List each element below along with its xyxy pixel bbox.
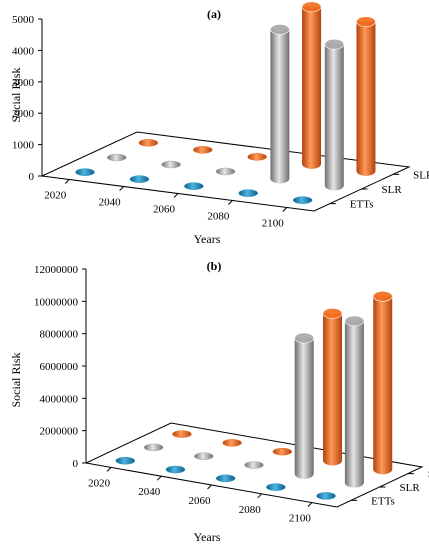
x-tick-label: 2100 (262, 218, 285, 230)
bar-top (356, 16, 376, 27)
bar-cylinder-slr (344, 315, 365, 488)
bar-cylinder-slr-etts (301, 1, 322, 169)
bar-body (356, 21, 376, 176)
depth-label: SLR+ETTs (413, 169, 429, 181)
x-tick-label: 2020 (88, 477, 111, 489)
bar-cylinder-slr (294, 332, 315, 479)
x-tick-label: 2080 (239, 504, 262, 516)
bar-top (372, 290, 393, 302)
depth-label: ETTs (371, 495, 395, 507)
bar-cylinder-slr-etts (356, 16, 376, 176)
bar-disc-etts (215, 474, 236, 483)
bar-body (294, 338, 314, 479)
x-tick-label: 2060 (153, 204, 176, 216)
bar-top (322, 308, 343, 319)
x-tick-label: 2100 (289, 513, 312, 525)
y-axis-title: Social Risk (9, 67, 23, 122)
depth-label: SLR (382, 184, 403, 196)
y-tick-label: 4000 (12, 45, 35, 57)
y-tick-label: 1000 (12, 140, 35, 152)
chart-a: (a) 0 1000 2000 3000 4000 5000 Social Risk Years… (9, 1, 429, 246)
bar-cylinder-slr-etts (372, 290, 393, 475)
x-tick-mark (282, 207, 288, 212)
y-tick-label: 8000000 (40, 329, 79, 341)
bar-disc-slr-etts (138, 139, 159, 147)
x-tick-mark (156, 475, 162, 481)
y-tick-label: 5000 (12, 14, 35, 26)
bar-disc-slr-etts (172, 430, 192, 438)
bar-disc-slr (143, 443, 164, 452)
x-tick-mark (228, 200, 233, 205)
bar-disc-slr-etts (272, 447, 293, 456)
x-tick-label: 2040 (138, 486, 161, 498)
chart-b: (b) 0 2000000 4000000 6000000 8000000 10000000… (9, 259, 429, 544)
bar-disc-etts (184, 182, 204, 190)
y-tick-label: 2000 (12, 108, 35, 120)
bar-disc-slr (161, 160, 181, 169)
y-tick-label: 2000000 (40, 426, 79, 438)
y-tick-label: 4000000 (40, 393, 79, 405)
bar-disc-etts (266, 483, 286, 491)
bar-disc-etts (115, 456, 136, 465)
bar-body (323, 313, 343, 466)
bar-top (344, 315, 365, 327)
bar-cylinder-slr (324, 38, 345, 191)
y-tick-label: 12000000 (34, 264, 79, 276)
bar-body (373, 296, 393, 475)
depth-label: SLR+ETTs (428, 469, 429, 481)
bar-disc-etts (238, 189, 258, 197)
x-tick-label: 2040 (99, 197, 122, 209)
bar-disc-slr (106, 153, 127, 162)
bar-cylinder-slr-etts (322, 308, 343, 466)
bar-body (302, 6, 322, 169)
x-tick-mark (64, 179, 70, 184)
bar-disc-slr-etts (247, 153, 267, 161)
x-tick-label: 2020 (44, 190, 67, 202)
y-tick-label: 0 (73, 458, 79, 470)
panel-label: (b) (207, 259, 222, 273)
x-axis-title: Years (194, 530, 221, 544)
bar-top (301, 1, 322, 13)
x-tick-mark (173, 193, 179, 198)
bar-top (270, 24, 290, 35)
bar-disc-slr (194, 452, 214, 460)
x-tick-label: 2060 (189, 495, 212, 507)
panel-label: (a) (207, 7, 221, 21)
bar-disc-etts (129, 175, 150, 183)
x-axis-title: Years (194, 232, 221, 246)
bar-disc-slr-etts (193, 146, 213, 154)
y-tick-label: 0 (29, 171, 35, 183)
y-tick-label: 6000000 (40, 361, 79, 373)
x-tick-label: 2080 (207, 211, 230, 223)
bar-disc-etts (165, 465, 186, 474)
bar-disc-etts (75, 168, 95, 176)
depth-label: SLR (400, 482, 421, 494)
bar-disc-etts (316, 492, 336, 500)
bar-top (294, 332, 315, 344)
x-tick-mark (207, 484, 212, 490)
x-tick-mark (257, 493, 263, 499)
bar-body (270, 29, 290, 184)
y-tick-label: 10000000 (34, 296, 79, 308)
x-tick-mark (119, 186, 124, 191)
x-tick-mark (307, 502, 313, 507)
bar-disc-etts (292, 196, 313, 204)
y-tick-label: 3000 (12, 77, 35, 89)
bar-disc-slr (215, 167, 236, 176)
bar-body (324, 44, 344, 191)
bar-disc-slr (244, 461, 264, 469)
bar-body (344, 320, 364, 488)
bar-cylinder-slr (270, 24, 290, 184)
depth-label: ETTs (350, 199, 374, 211)
x-tick-mark (106, 467, 112, 472)
y-axis-title: Social Risk (9, 352, 23, 407)
bar-top (324, 38, 345, 50)
bar-disc-slr-etts (222, 439, 242, 447)
